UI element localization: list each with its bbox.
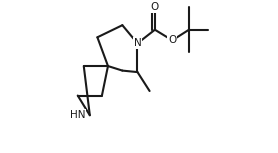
Text: HN: HN (70, 110, 85, 120)
Text: O: O (151, 2, 159, 12)
Text: N: N (134, 38, 141, 48)
Text: O: O (168, 35, 177, 45)
